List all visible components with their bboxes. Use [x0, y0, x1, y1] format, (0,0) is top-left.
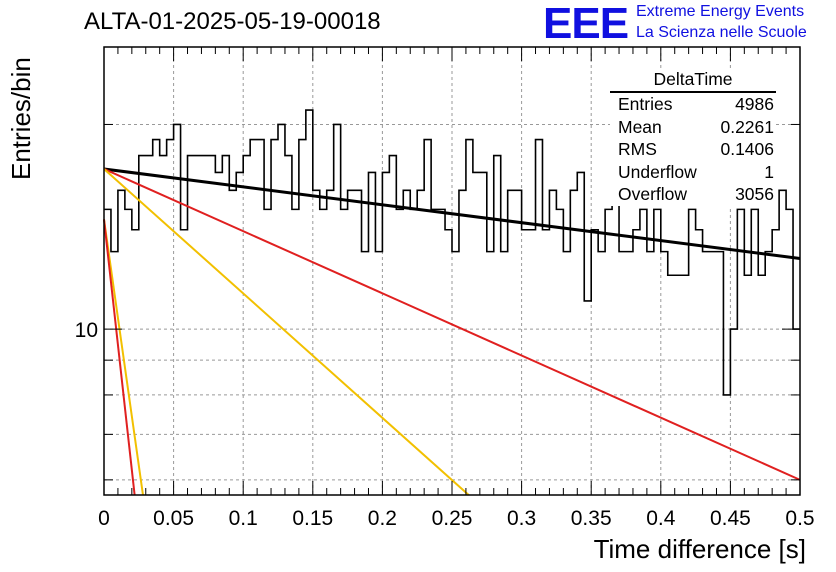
fit-curves [103, 167, 801, 496]
stats-row-mean: Mean 0.2261 [610, 116, 776, 139]
stats-row-rms: RMS 0.1406 [610, 138, 776, 161]
x-tick-label: 0 [98, 507, 110, 530]
histogram-series [104, 109, 800, 396]
x-tick-label: 0.05 [153, 507, 194, 530]
logo-line-1: Extreme Energy Events [636, 3, 805, 20]
stats-value: 3056 [735, 184, 774, 204]
stats-label: Overflow [618, 184, 688, 204]
y-axis-label: Entries/bin [6, 57, 36, 180]
fit-line-red [103, 168, 801, 481]
stats-title: DeltaTime [610, 68, 776, 93]
y-tick-label: 10 [75, 319, 98, 342]
x-tick-label: 0.5 [785, 507, 814, 530]
stats-label: Entries [618, 94, 673, 114]
x-tick-label: 0.15 [292, 507, 333, 530]
x-tick-label: 0.1 [229, 507, 258, 530]
eee-logo: EEE [543, 0, 629, 48]
stats-label: Underflow [618, 161, 697, 182]
stats-row-underflow: Underflow 1 [610, 161, 776, 184]
fit-line-red [103, 219, 136, 496]
x-tick-label: 0.35 [571, 507, 612, 530]
stats-value: 1 [764, 161, 774, 182]
x-tick-label: 0.4 [646, 507, 676, 530]
chart-title: ALTA-01-2025-05-19-00018 [84, 8, 381, 35]
axis-ticks: 0 0.05 0.1 0.15 0.2 0.25 0.3 0.35 0.4 0.45 0.5 10 [75, 47, 815, 530]
histogram-line [104, 109, 800, 396]
stats-value: 0.2261 [720, 116, 774, 137]
stats-box: DeltaTime Entries 4986 Mean 0.2261 RMS 0.14… [610, 68, 776, 206]
x-tick-label: 0.2 [368, 507, 397, 530]
fit-line-black [103, 167, 801, 260]
x-axis-label: Time difference [s] [593, 534, 806, 564]
x-tick-label: 0.45 [710, 507, 751, 530]
stats-value: 0.1406 [720, 139, 774, 159]
x-tick-label: 0.3 [507, 507, 536, 530]
logo-line-2: La Scienza nelle Scuole [636, 24, 807, 41]
fit-line-yellow [103, 219, 144, 496]
stats-label: RMS [618, 139, 657, 159]
stats-label: Mean [618, 116, 662, 137]
stats-value: 4986 [735, 94, 774, 114]
stats-row-overflow: Overflow 3056 [610, 183, 776, 206]
x-tick-label: 0.25 [432, 507, 473, 530]
fit-line-yellow [103, 168, 470, 496]
stats-row-entries: Entries 4986 [610, 93, 776, 116]
